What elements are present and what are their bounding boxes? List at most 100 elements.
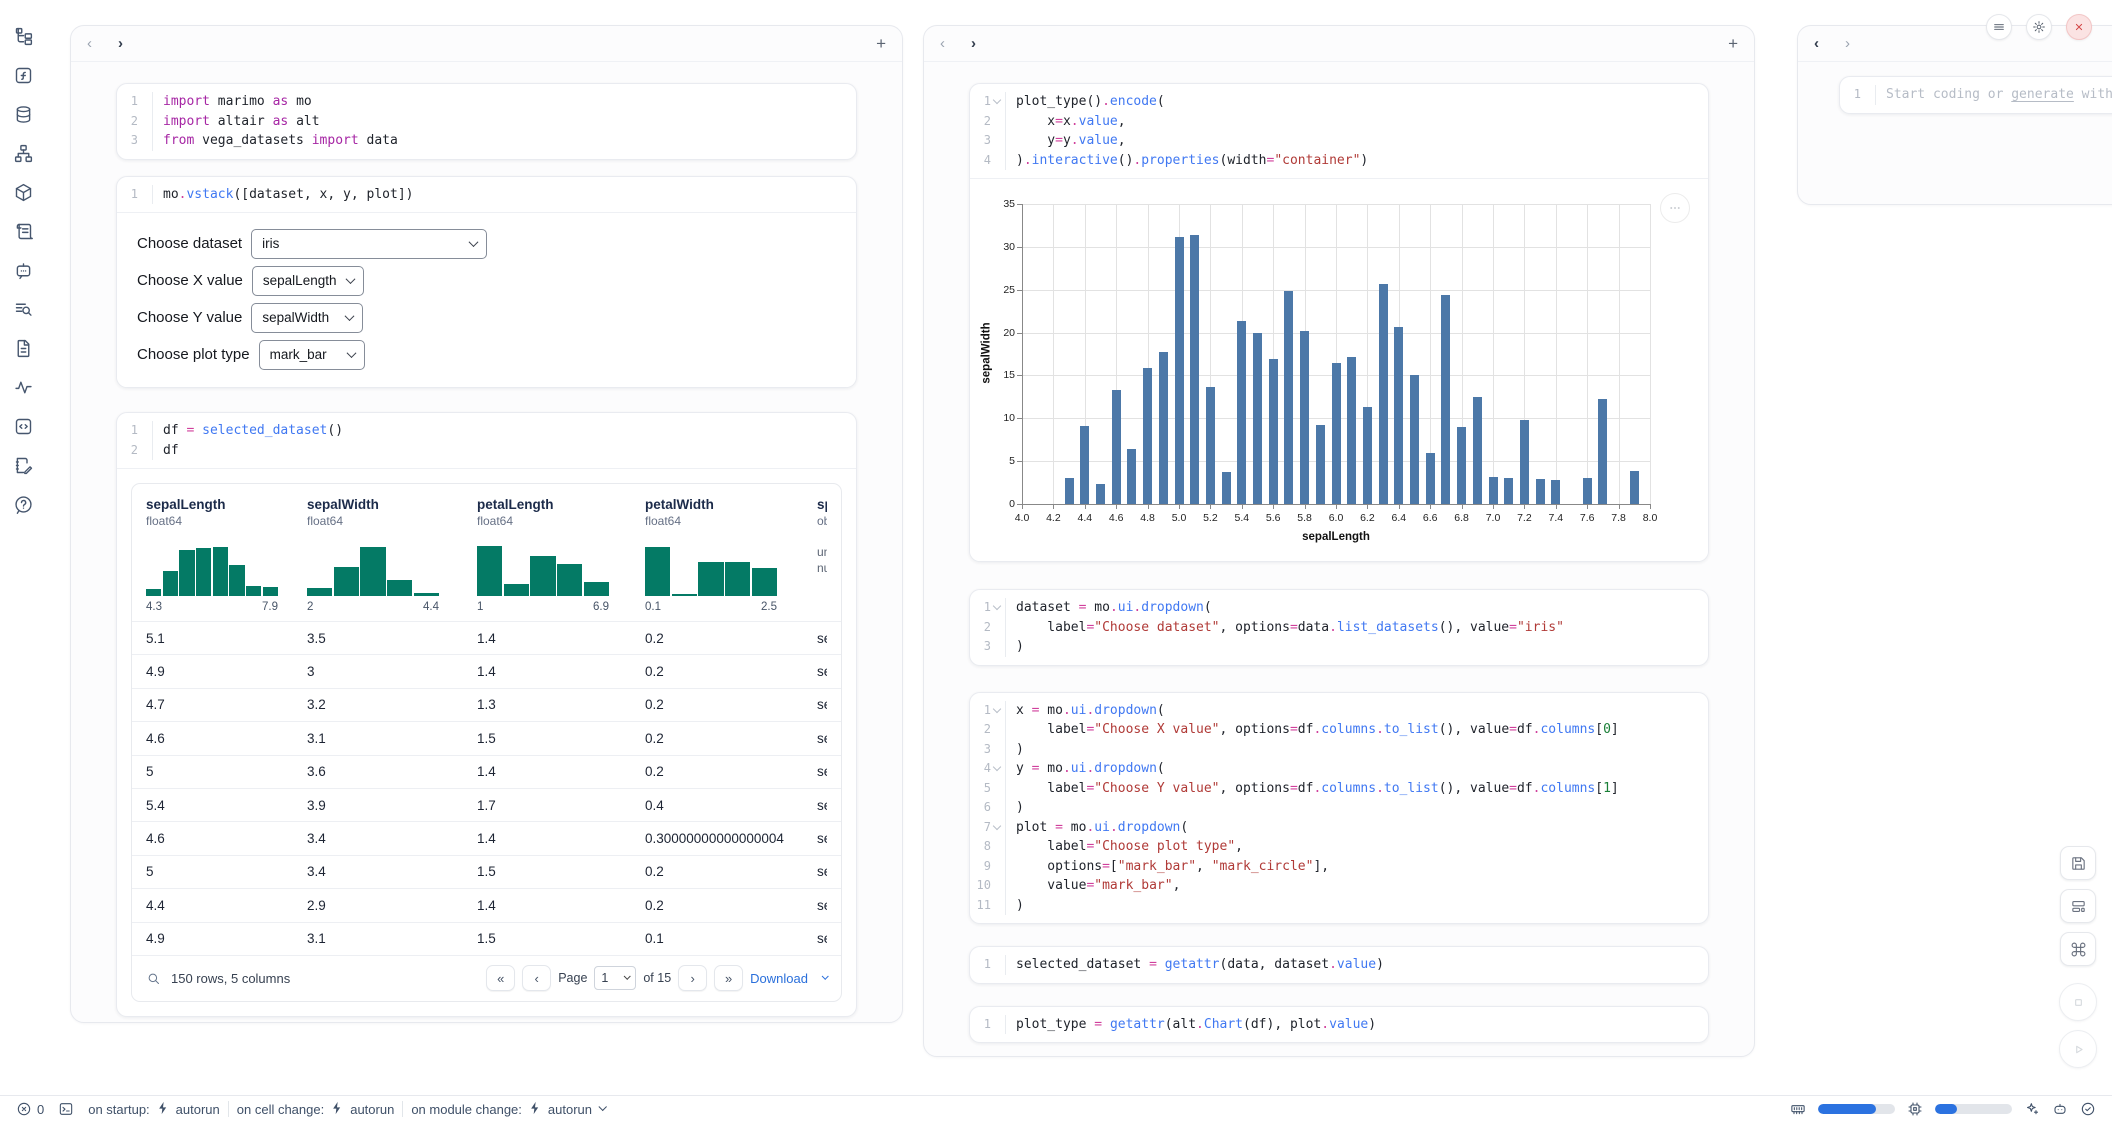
code-line[interactable]: 3) bbox=[970, 740, 1708, 760]
table-row[interactable]: 4.63.41.40.30000000000000004setosa bbox=[132, 821, 841, 854]
dropdown-choose-plot-type[interactable]: mark_bar bbox=[259, 340, 365, 370]
table-row[interactable]: 53.61.40.2setosa bbox=[132, 755, 841, 788]
code-line[interactable]: 3from vega_datasets import data bbox=[117, 131, 856, 151]
code-line[interactable]: 5 label="Choose Y value", options=df.col… bbox=[970, 779, 1708, 799]
first-page-button[interactable]: « bbox=[486, 965, 515, 991]
code-line[interactable]: 2 label="Choose X value", options=df.col… bbox=[970, 720, 1708, 740]
sidebar-activity-icon[interactable] bbox=[11, 374, 37, 400]
code-placeholder[interactable]: Start coding or generate with AI bbox=[1876, 85, 2112, 105]
code-line[interactable]: 10 value="mark_bar", bbox=[970, 876, 1708, 896]
next-page-button[interactable]: › bbox=[678, 965, 707, 991]
code-line[interactable]: 1x = mo.ui.dropdown( bbox=[970, 701, 1708, 721]
code-line[interactable]: 3 y=y.value, bbox=[970, 131, 1708, 151]
notebook-menu-button[interactable] bbox=[1986, 14, 2012, 40]
sidebar-org-chart-icon[interactable] bbox=[11, 140, 37, 166]
last-page-button[interactable]: » bbox=[714, 965, 743, 991]
next-cell-button[interactable]: › bbox=[971, 36, 976, 51]
code-line[interactable]: 2 label="Choose dataset", options=data.l… bbox=[970, 618, 1708, 638]
prev-cell-button[interactable]: ‹ bbox=[940, 36, 945, 51]
code-line[interactable]: 11) bbox=[970, 896, 1708, 916]
add-cell-icon[interactable]: + bbox=[1728, 34, 1738, 54]
code-line[interactable]: 1mo.vstack([dataset, x, y, plot]) bbox=[117, 185, 856, 205]
table-row[interactable]: 4.931.40.2setosa bbox=[132, 654, 841, 687]
settings-button[interactable] bbox=[2026, 14, 2052, 40]
column-header-sepalLength[interactable]: sepalLengthfloat644.37.9 bbox=[146, 497, 307, 613]
code-line[interactable]: 1selected_dataset = getattr(data, datase… bbox=[970, 955, 1708, 975]
code-line[interactable]: 9 options=["mark_bar", "mark_circle"], bbox=[970, 857, 1708, 877]
code-line[interactable]: 2import altair as alt bbox=[117, 112, 856, 132]
code-line[interactable]: 2 x=x.value, bbox=[970, 112, 1708, 132]
terminal-icon[interactable] bbox=[58, 1101, 74, 1117]
chart-plot-area[interactable]: 4.04.24.44.64.85.05.25.45.65.86.06.26.46… bbox=[1022, 204, 1650, 504]
column-header-sepalWidth[interactable]: sepalWidthfloat6424.4 bbox=[307, 497, 477, 613]
column-header-petalWidth[interactable]: petalWidthfloat640.12.5 bbox=[645, 497, 817, 613]
sidebar-file-text-icon[interactable] bbox=[11, 335, 37, 361]
code-cell-imports[interactable]: 1import marimo as mo2import altair as al… bbox=[116, 83, 857, 160]
code-cell-selected-dataset[interactable]: 1selected_dataset = getattr(data, datase… bbox=[969, 946, 1709, 984]
prev-page-button[interactable]: ‹ bbox=[522, 965, 551, 991]
sparkles-icon[interactable] bbox=[2024, 1101, 2040, 1117]
code-line[interactable]: 1plot_type = getattr(alt.Chart(df), plot… bbox=[970, 1015, 1708, 1035]
sidebar-scroll-icon[interactable] bbox=[11, 218, 37, 244]
next-cell-button[interactable]: › bbox=[1845, 36, 1850, 51]
dropdown-choose-dataset[interactable]: iris bbox=[251, 229, 487, 259]
chart-actions-menu-button[interactable] bbox=[1660, 193, 1690, 223]
sidebar-notebook-pen-icon[interactable] bbox=[11, 452, 37, 478]
shortcuts-button[interactable] bbox=[2060, 932, 2096, 966]
code-line[interactable]: 4y = mo.ui.dropdown( bbox=[970, 759, 1708, 779]
search-icon[interactable] bbox=[146, 971, 161, 986]
sidebar-bot-chat-icon[interactable] bbox=[11, 257, 37, 283]
code-cell-dataset-dropdown[interactable]: 1dataset = mo.ui.dropdown(2 label="Choos… bbox=[969, 589, 1709, 666]
column-header-petalLength[interactable]: petalLengthfloat6416.9 bbox=[477, 497, 645, 613]
table-row[interactable]: 5.13.51.40.2setosa bbox=[132, 621, 841, 654]
table-row[interactable]: 4.42.91.40.2setosa bbox=[132, 888, 841, 921]
code-cell-vstack[interactable]: 1mo.vstack([dataset, x, y, plot]) Choose… bbox=[116, 176, 857, 389]
code-cell-plot-type[interactable]: 1plot_type = getattr(alt.Chart(df), plot… bbox=[969, 1006, 1709, 1044]
table-row[interactable]: 53.41.50.2setosa bbox=[132, 855, 841, 888]
code-line[interactable]: 2df bbox=[117, 441, 856, 461]
stop-button[interactable] bbox=[2059, 983, 2097, 1021]
close-button[interactable] bbox=[2066, 14, 2092, 40]
sidebar-help-circle-icon[interactable] bbox=[11, 491, 37, 517]
add-cell-icon[interactable]: + bbox=[876, 34, 886, 54]
run-button[interactable] bbox=[2059, 1030, 2097, 1068]
table-row[interactable]: 4.63.11.50.2setosa bbox=[132, 721, 841, 754]
code-cell-dataframe[interactable]: 1df = selected_dataset()2df sepalLengthf… bbox=[116, 412, 857, 1017]
table-row[interactable]: 5.43.91.70.4setosa bbox=[132, 788, 841, 821]
prev-cell-button[interactable]: ‹ bbox=[87, 36, 92, 51]
check-circle-icon[interactable] bbox=[2080, 1101, 2096, 1117]
code-cell-plot[interactable]: 1plot_type().encode(2 x=x.value,3 y=y.va… bbox=[969, 83, 1709, 562]
code-line[interactable]: 3) bbox=[970, 637, 1708, 657]
generate-link[interactable]: generate bbox=[2011, 87, 2074, 102]
sidebar-function-square-icon[interactable] bbox=[11, 62, 37, 88]
code-line[interactable]: 4).interactive().properties(width="conta… bbox=[970, 151, 1708, 171]
sidebar-database-icon[interactable] bbox=[11, 101, 37, 127]
save-button[interactable] bbox=[2060, 846, 2096, 880]
autorun-setting[interactable]: on cell change:autorun bbox=[237, 1100, 395, 1119]
table-row[interactable]: 4.73.21.30.2setosa bbox=[132, 688, 841, 721]
download-button[interactable]: Download bbox=[750, 971, 827, 986]
autorun-setting[interactable]: on startup:autorun bbox=[88, 1100, 220, 1119]
sidebar-file-tree-icon[interactable] bbox=[11, 23, 37, 49]
prev-cell-button[interactable]: ‹ bbox=[1814, 36, 1819, 51]
page-select[interactable]: 1 bbox=[594, 966, 636, 990]
dropdown-choose-y-value[interactable]: sepalWidth bbox=[251, 303, 363, 333]
autorun-setting[interactable]: on module change:autorun bbox=[411, 1100, 605, 1119]
code-line[interactable]: 8 label="Choose plot type", bbox=[970, 837, 1708, 857]
sidebar-log-search-icon[interactable] bbox=[11, 296, 37, 322]
sidebar-package-icon[interactable] bbox=[11, 179, 37, 205]
column-header-species[interactable]: speciesobjectuniquenulls: bbox=[817, 497, 827, 613]
code-line[interactable]: 6) bbox=[970, 798, 1708, 818]
empty-code-cell[interactable]: 1 Start coding or generate with AI bbox=[1839, 76, 2112, 114]
code-line[interactable]: 1plot_type().encode( bbox=[970, 92, 1708, 112]
code-line[interactable]: 1import marimo as mo bbox=[117, 92, 856, 112]
code-cell-xy-plot-dropdowns[interactable]: 1x = mo.ui.dropdown(2 label="Choose X va… bbox=[969, 692, 1709, 925]
error-count[interactable]: 0 bbox=[16, 1101, 44, 1117]
table-row[interactable]: 4.93.11.50.1setosa bbox=[132, 922, 841, 955]
dropdown-choose-x-value[interactable]: sepalLength bbox=[252, 266, 364, 296]
sidebar-code-snippet-icon[interactable] bbox=[11, 413, 37, 439]
layout-button[interactable] bbox=[2060, 889, 2096, 923]
bot-face-icon[interactable] bbox=[2052, 1101, 2068, 1117]
code-line[interactable]: 7plot = mo.ui.dropdown( bbox=[970, 818, 1708, 838]
code-line[interactable]: 1df = selected_dataset() bbox=[117, 421, 856, 441]
